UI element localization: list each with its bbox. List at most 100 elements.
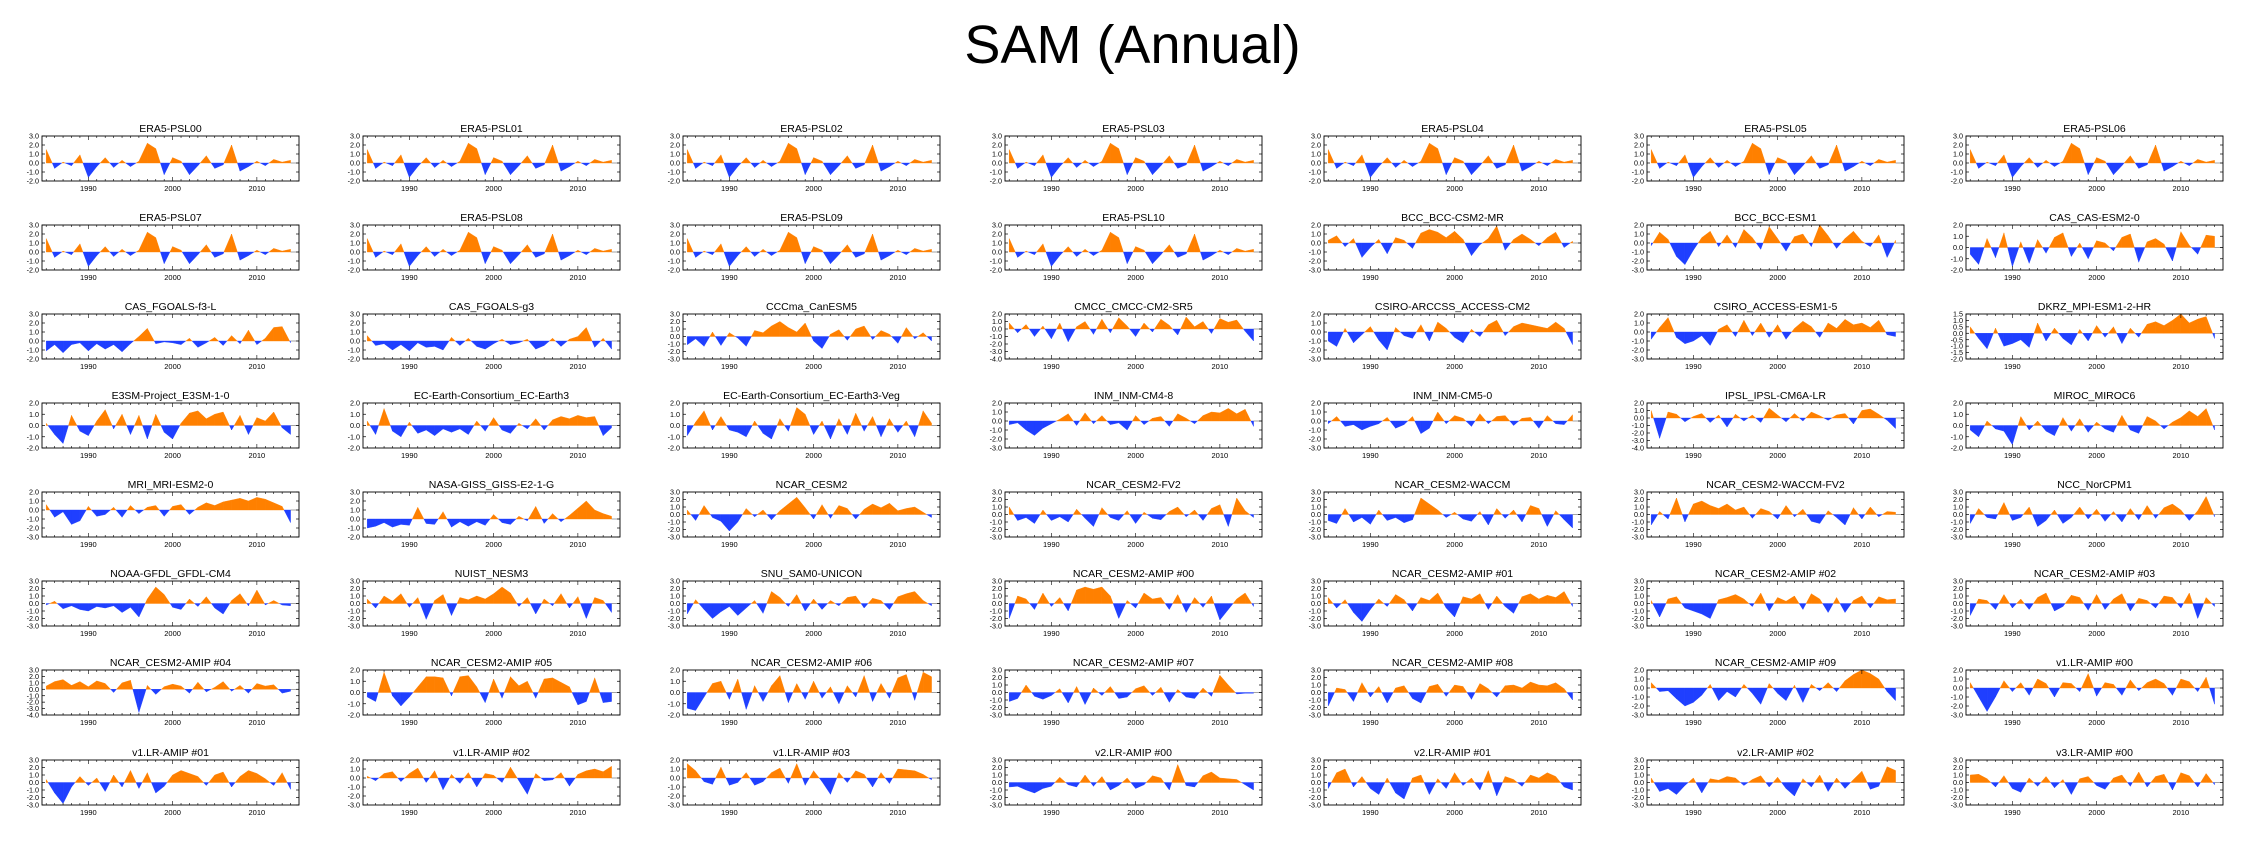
area-segment [1789,413,1795,419]
area-segment [1042,509,1047,515]
area-segment [594,509,604,520]
area-segment [2180,231,2190,248]
panel-title: NCC_NorCPM1 [2057,479,2132,491]
area-segment [577,326,587,342]
area-segment [253,160,258,164]
x-tick-label: 1990 [2004,273,2021,282]
area-segment [1084,248,1090,253]
area-segment [1072,162,1077,169]
area-segment [2062,232,2069,248]
area-segment [434,162,441,168]
area-segment [510,592,518,604]
area-segment [754,514,759,518]
area-segment [813,514,817,520]
area-segment [878,251,882,261]
area-segment [906,420,910,426]
area-segment [1129,328,1136,338]
area-segment [1216,249,1221,253]
area-segment [516,422,520,426]
area-segment [88,505,92,511]
x-tick-label: 2000 [805,451,822,460]
y-tick-label: -1.0 [1632,168,1644,177]
panel: BCC_BCC-CSM2-MR2.01.00.0-1.0-2.0-3.01990… [1309,212,1582,282]
y-tick-label: 1.0 [670,503,680,512]
area-segment [446,518,452,528]
area-segment [248,425,254,435]
area-segment [93,420,97,426]
area-segment [1344,161,1348,164]
area-segment [1135,157,1145,164]
area-segment [2071,247,2078,258]
area-segment [2197,495,2207,515]
area-segment [1118,317,1128,330]
area-segment [1152,251,1162,265]
area-segment [1853,230,1863,244]
area-segment [130,425,135,435]
area-segment [1219,408,1229,422]
area-segment [1870,242,1874,248]
y-tick-label: 2.0 [350,230,360,239]
area-segment [1780,417,1787,423]
area-segment [1669,497,1677,515]
y-tick-label: 2.0 [1953,141,1963,150]
area-segment [1154,318,1162,330]
area-segment [1344,242,1350,248]
area-segment [489,513,494,520]
area-segment [906,162,911,167]
area-segment [2115,514,2123,523]
area-segment [1714,414,1719,419]
y-tick-label: -2.0 [1951,355,1963,364]
area-segment [720,415,727,426]
area-segment [1832,514,1837,518]
y-tick-label: 2.0 [1953,399,1963,408]
area-segment [1667,239,1671,244]
area-segment [417,340,427,348]
area-segment [121,340,131,353]
area-segment [2155,144,2162,164]
panel-frame [1646,135,1905,182]
area-segment [751,420,755,426]
area-segment [2180,509,2185,515]
area-segment [1997,154,2005,164]
y-tick-label: -2.0 [668,525,680,534]
area-segment [1216,160,1221,164]
area-segment [1659,417,1667,439]
area-segment [265,603,269,606]
y-tick-label: 0.0 [350,421,360,430]
area-segment [1025,514,1035,524]
panel-title: IPSL_IPSL-CM6A-LR [1725,390,1826,402]
y-tick-label: 2.0 [670,495,680,504]
area-segment [1836,318,1846,333]
area-segment [1688,503,1694,515]
area-segment [1747,414,1753,419]
area-segment [1657,510,1660,515]
area-segment [1424,331,1430,342]
area-segment [113,340,123,353]
area-segment [409,251,418,267]
y-tick-label: -2.0 [27,614,39,623]
area-segment [720,514,730,532]
x-tick-label: 1990 [1362,540,1379,549]
area-segment [126,504,131,511]
area-segment [65,251,72,256]
area-segment [1827,322,1837,333]
area-segment [1504,415,1511,422]
y-tick-label: -1.0 [348,432,360,441]
area-segment [1140,420,1145,426]
area-segment [1827,510,1834,515]
panel-title: NCAR_CESM2-WACCM [1395,479,1511,491]
area-segment [142,425,148,440]
x-tick-label: 2000 [1446,362,1463,371]
y-tick-label: -2.0 [27,444,39,453]
area-segment [2197,408,2207,426]
x-tick-label: 2000 [485,273,502,282]
area-segment [180,160,183,164]
area-segment [1353,238,1356,244]
area-segment [2147,144,2156,164]
area-segment [1101,415,1108,422]
area-segment [147,505,156,511]
area-segment [914,159,924,164]
x-tick-label: 2000 [2088,362,2105,371]
y-tick-label: 3.0 [1311,488,1321,497]
